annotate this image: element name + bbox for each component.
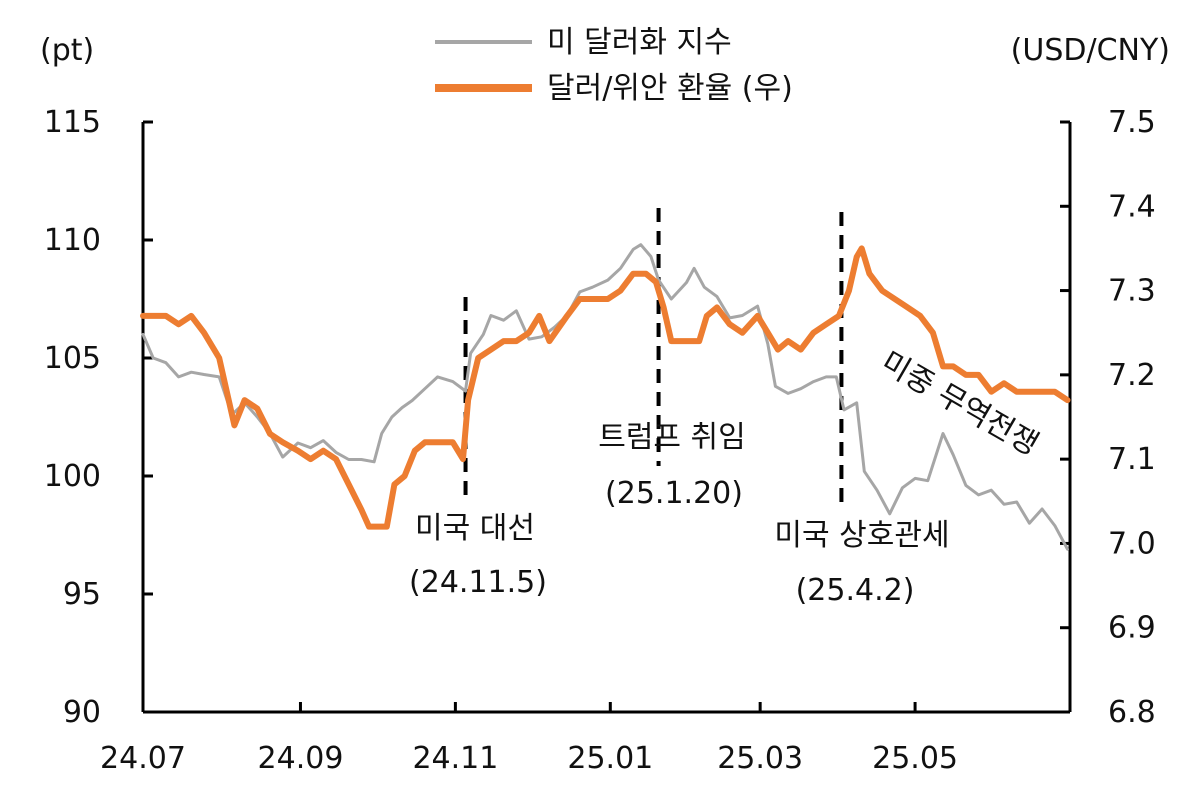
- series-lines: [140, 243, 1071, 551]
- right-tick-label: 7.3: [1108, 274, 1156, 309]
- right-tick-label: 7.1: [1108, 442, 1156, 477]
- left-tick-label: 100: [44, 459, 101, 494]
- left-tick-label: 115: [44, 105, 101, 140]
- x-tick-label: 25.01: [567, 741, 653, 776]
- left-axis-unit: (pt): [40, 33, 94, 68]
- x-tick-label: 25.03: [717, 741, 803, 776]
- legend-label-usdcny: 달러/위안 환율 (우): [547, 71, 793, 106]
- annotation-trade-war: 미중 무역전쟁: [875, 345, 1044, 463]
- right-tick-label: 6.8: [1108, 695, 1156, 730]
- x-axis: 24.07 24.09 24.11 25.01 25.03 25.05: [100, 702, 1070, 776]
- dollar-index-line: [141, 243, 1069, 551]
- x-tick-label: 24.09: [258, 741, 344, 776]
- annotation-inauguration-date: (25.1.20): [605, 476, 743, 511]
- left-tick-label: 105: [44, 341, 101, 376]
- right-tick-label: 7.2: [1108, 358, 1156, 393]
- legend: 미 달러화 지수 달러/위안 환율 (우): [435, 25, 793, 106]
- x-tick-label: 25.05: [872, 741, 958, 776]
- left-tick-label: 95: [63, 577, 101, 612]
- annotation-election-date: (24.11.5): [409, 565, 547, 600]
- right-tick-label: 6.9: [1108, 611, 1156, 646]
- annotation-tariff-date: (25.4.2): [796, 573, 915, 608]
- left-tick-label: 90: [63, 695, 101, 730]
- right-axis-unit: (USD/CNY): [1011, 33, 1170, 68]
- left-tick-label: 110: [44, 223, 101, 258]
- annotation-election-title: 미국 대선: [415, 511, 535, 546]
- legend-label-dollar-index: 미 달러화 지수: [547, 25, 732, 60]
- right-tick-label: 7.4: [1108, 189, 1156, 224]
- right-tick-label: 7.5: [1108, 105, 1156, 140]
- x-tick-label: 24.07: [100, 741, 186, 776]
- annotation-inauguration-title: 트럼프 취임: [598, 420, 746, 455]
- annotation-tariff-title: 미국 상호관세: [774, 518, 949, 553]
- usdcny-line: [140, 245, 1071, 530]
- x-tick-label: 24.11: [412, 741, 498, 776]
- annotation-markers: [463, 208, 844, 503]
- left-axis: 90 95 100 105 110 115: [44, 105, 153, 730]
- right-tick-label: 7.0: [1108, 526, 1156, 561]
- right-axis: 6.8 6.9 7.0 7.1 7.2 7.3 7.4 7.5: [1060, 105, 1156, 730]
